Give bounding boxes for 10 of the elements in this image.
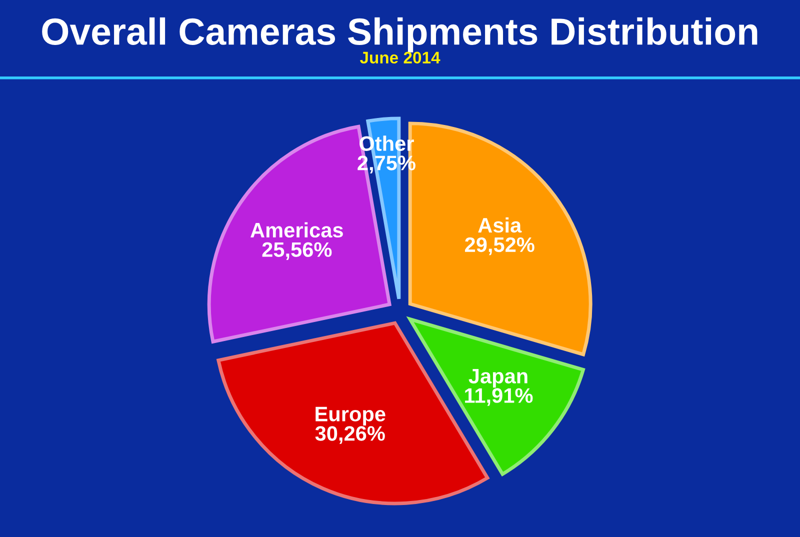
slice-label: Japan — [468, 368, 528, 388]
chart-title: Overall Cameras Shipments Distribution — [42, 17, 758, 52]
data-label: 29,52% — [465, 237, 534, 256]
chart-subtitle: June 2014 — [360, 52, 440, 64]
slice-label: Asia — [478, 217, 522, 233]
data-label: 25,56% — [262, 242, 332, 260]
slice-label: Americas — [250, 222, 343, 238]
data-label: 30,26% — [315, 426, 385, 444]
data-label: 11,91% — [465, 388, 533, 406]
slice-label: Europe — [316, 406, 386, 426]
